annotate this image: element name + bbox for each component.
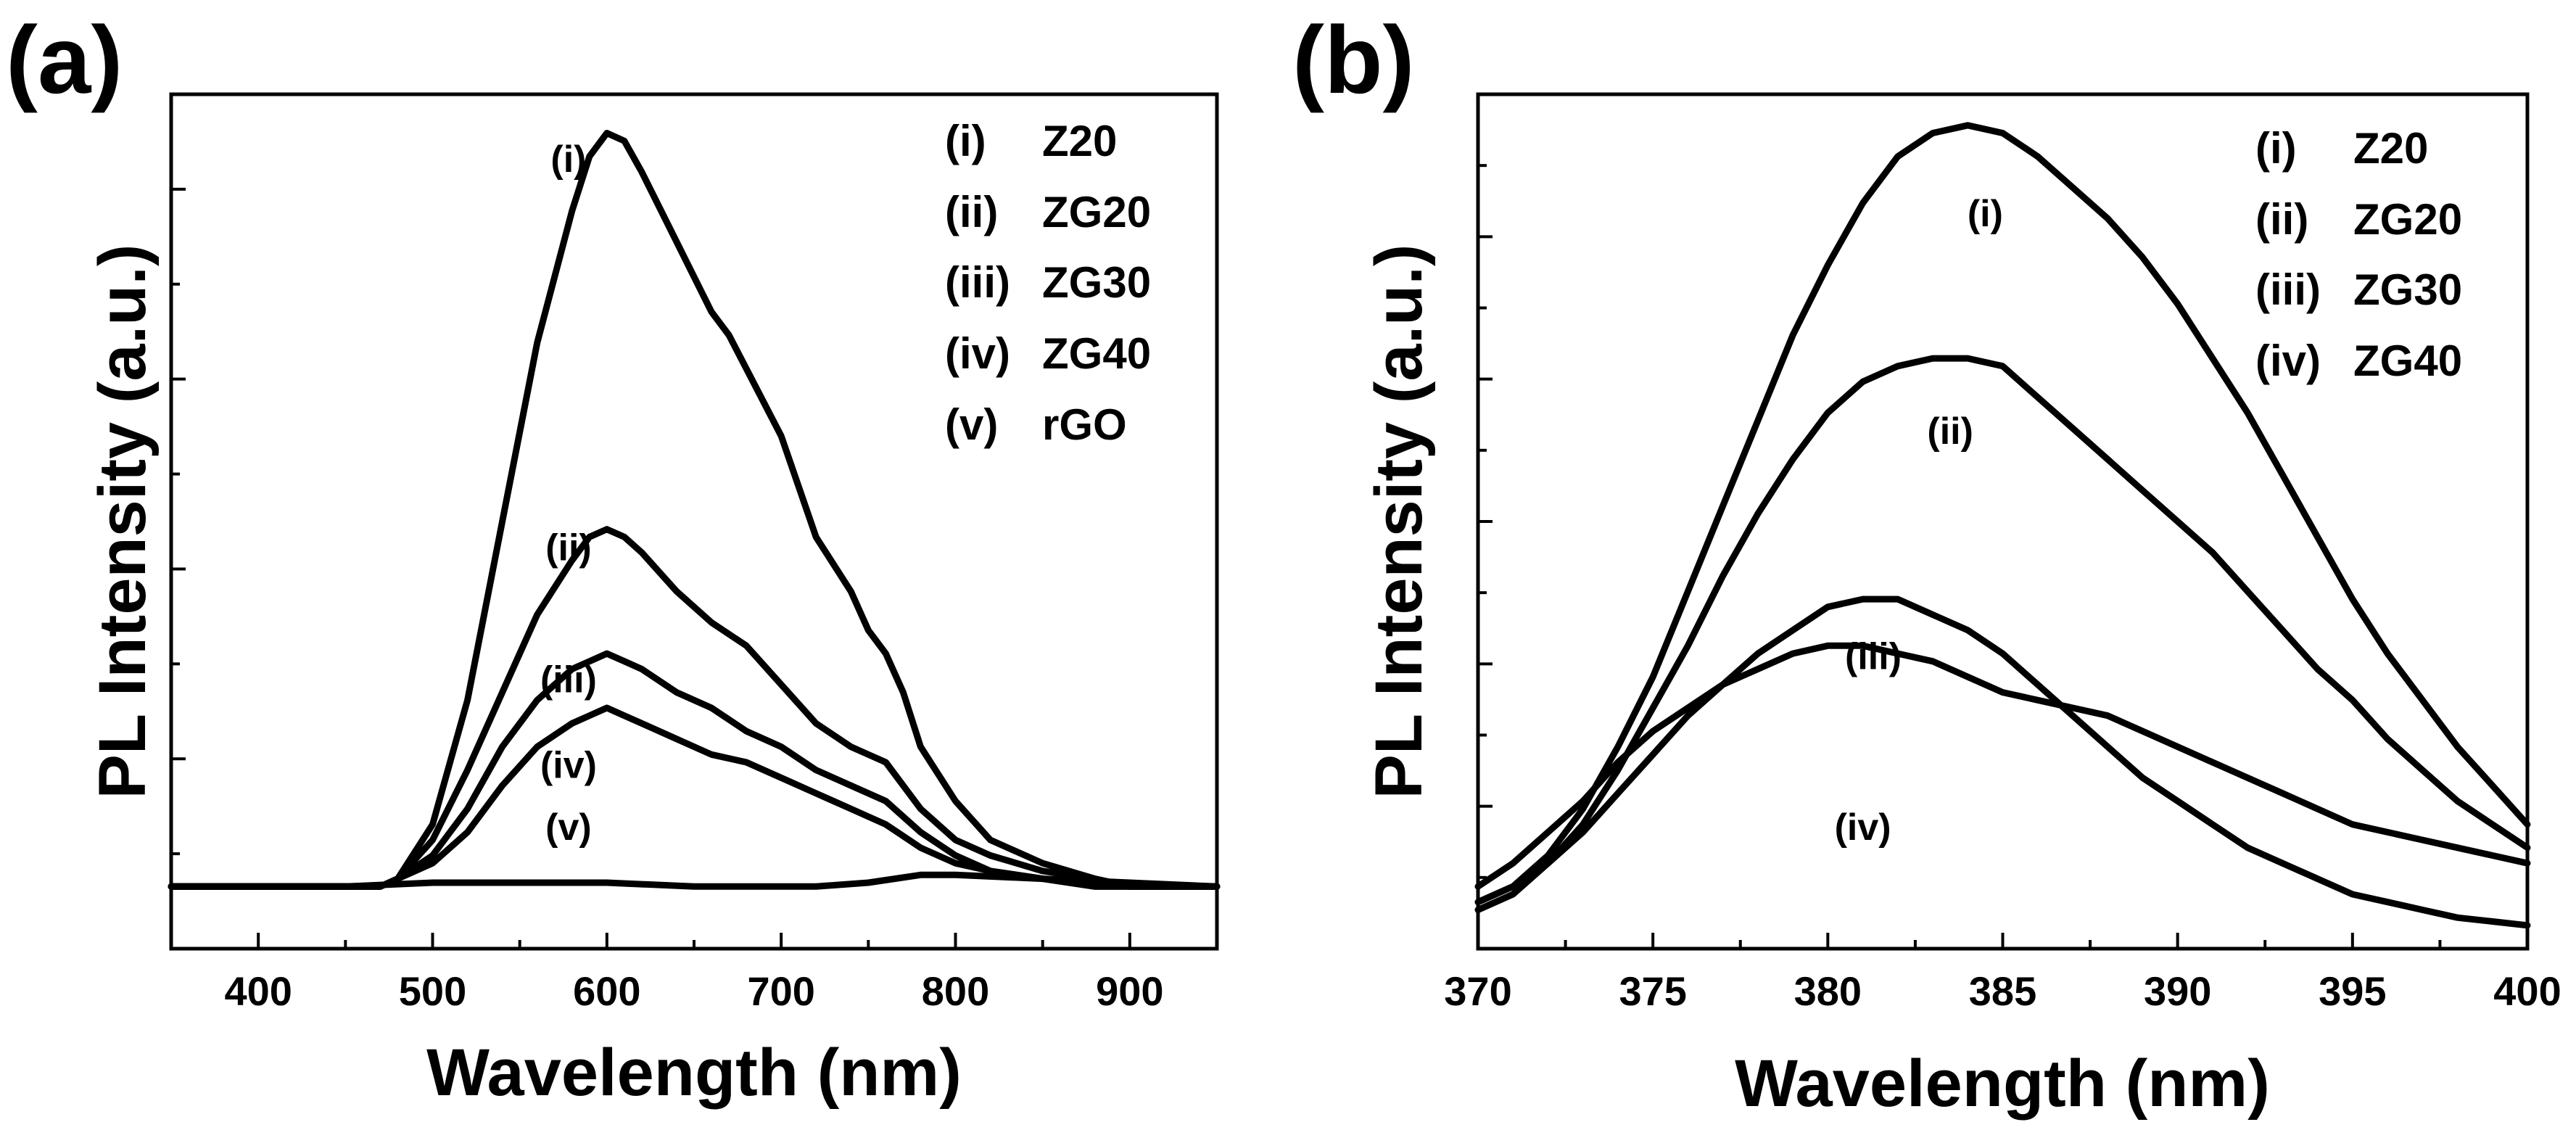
x-tick-label-a: 500	[399, 968, 466, 1014]
panel-a-series	[168, 130, 1221, 890]
panel-b: (b) 370 375 380 385 390 395 400 (i)(ii)(iii)(i…	[1292, 7, 2561, 1121]
x-tick-label-b: 380	[1794, 968, 1862, 1014]
curve-label-b-1: (ii)	[1927, 411, 1973, 453]
panel-b-y-ticks	[1478, 164, 1493, 879]
curve-label-a-1: (ii)	[545, 527, 592, 569]
legend-a-name-4: rGO	[1042, 400, 1127, 449]
x-tick-label-b: 400	[2493, 968, 2561, 1014]
legend-a-name-0: Z20	[1042, 117, 1117, 165]
curve-label-a-0: (i)	[550, 139, 586, 181]
legend-b-id-3: (iv)	[2255, 337, 2321, 385]
panel-a: (a) 400 500 600 700 800 900 (i)(ii)(iii)(iv)(…	[6, 7, 1221, 1110]
curve-label-a-4: (v)	[545, 807, 592, 849]
legend-a-id-2: (iii)	[945, 258, 1010, 307]
x-tick-label-b: 395	[2319, 968, 2386, 1014]
series-line-a-2	[168, 650, 1221, 890]
panel-a-y-ticks	[171, 187, 186, 856]
x-tick-label-b: 385	[1969, 968, 2036, 1014]
legend-b-name-0: Z20	[2353, 124, 2428, 173]
x-tick-label-a: 700	[747, 968, 814, 1014]
curve-label-b-3: (iv)	[1835, 807, 1891, 849]
panel-a-legend: (i) Z20 (ii) ZG20 (iii) ZG30 (iv) ZG40 (…	[945, 117, 1151, 449]
panel-b-curve-labels: (i) (ii) (iii) (iv)	[1835, 193, 2003, 849]
series-line-a-0	[168, 130, 1221, 890]
curve-label-a-2: (iii)	[540, 659, 597, 701]
curve-label-a-3: (iv)	[540, 744, 597, 786]
legend-b-id-2: (iii)	[2255, 265, 2321, 314]
legend-b-name-2: ZG30	[2353, 265, 2462, 314]
series-line-a-3	[168, 704, 1221, 890]
legend-b-id-0: (i)	[2255, 124, 2297, 173]
curve-label-b-0: (i)	[1968, 193, 2003, 235]
panel-b-label: (b)	[1292, 7, 1415, 113]
legend-a-id-4: (v)	[945, 400, 998, 449]
panel-a-x-axis-title: Wavelength (nm)	[426, 1036, 962, 1110]
series-line-b-2	[1474, 595, 2531, 929]
x-tick-label-a: 600	[573, 968, 640, 1014]
legend-a-name-2: ZG30	[1042, 258, 1151, 307]
x-tick-label-b: 375	[1619, 968, 1686, 1014]
series-line-b-1	[1474, 355, 2531, 913]
panel-b-series	[1474, 122, 2531, 929]
panel-b-x-ticks: 370 375 380 385 390 395 400	[1444, 933, 2561, 1014]
legend-b-name-1: ZG20	[2353, 195, 2462, 244]
series-line-a-4	[168, 871, 1221, 890]
panel-a-label: (a)	[6, 7, 123, 113]
x-tick-label-a: 900	[1096, 968, 1163, 1014]
x-tick-label-b: 370	[1444, 968, 1511, 1014]
x-tick-label-a: 800	[922, 968, 989, 1014]
legend-a-name-3: ZG40	[1042, 329, 1151, 378]
panel-a-x-ticks: 400 500 600 700 800 900	[170, 933, 1218, 1014]
series-line-b-3	[1474, 642, 2531, 890]
legend-a-id-0: (i)	[945, 117, 986, 165]
panel-a-y-axis-title: PL Intensity (a.u.)	[86, 244, 160, 799]
x-tick-label-b: 390	[2144, 968, 2211, 1014]
series-line-b-0	[1474, 122, 2531, 906]
panel-b-y-axis-title: PL Intensity (a.u.)	[1362, 244, 1436, 799]
x-tick-label-a: 400	[224, 968, 292, 1014]
curve-label-b-2: (iii)	[1845, 635, 1902, 677]
panel-b-legend: (i) Z20 (ii) ZG20 (iii) ZG30 (iv) ZG40	[2255, 124, 2462, 385]
legend-a-id-3: (iv)	[945, 329, 1010, 378]
panel-b-x-axis-title: Wavelength (nm)	[1735, 1047, 2270, 1121]
legend-b-name-3: ZG40	[2353, 337, 2462, 385]
legend-a-id-1: (ii)	[945, 188, 998, 236]
legend-b-id-1: (ii)	[2255, 195, 2308, 244]
series-line-a-1	[168, 526, 1221, 890]
panel-a-curve-labels: (i) (ii) (iii) (iv) (v)	[540, 139, 597, 849]
legend-a-name-1: ZG20	[1042, 188, 1151, 236]
